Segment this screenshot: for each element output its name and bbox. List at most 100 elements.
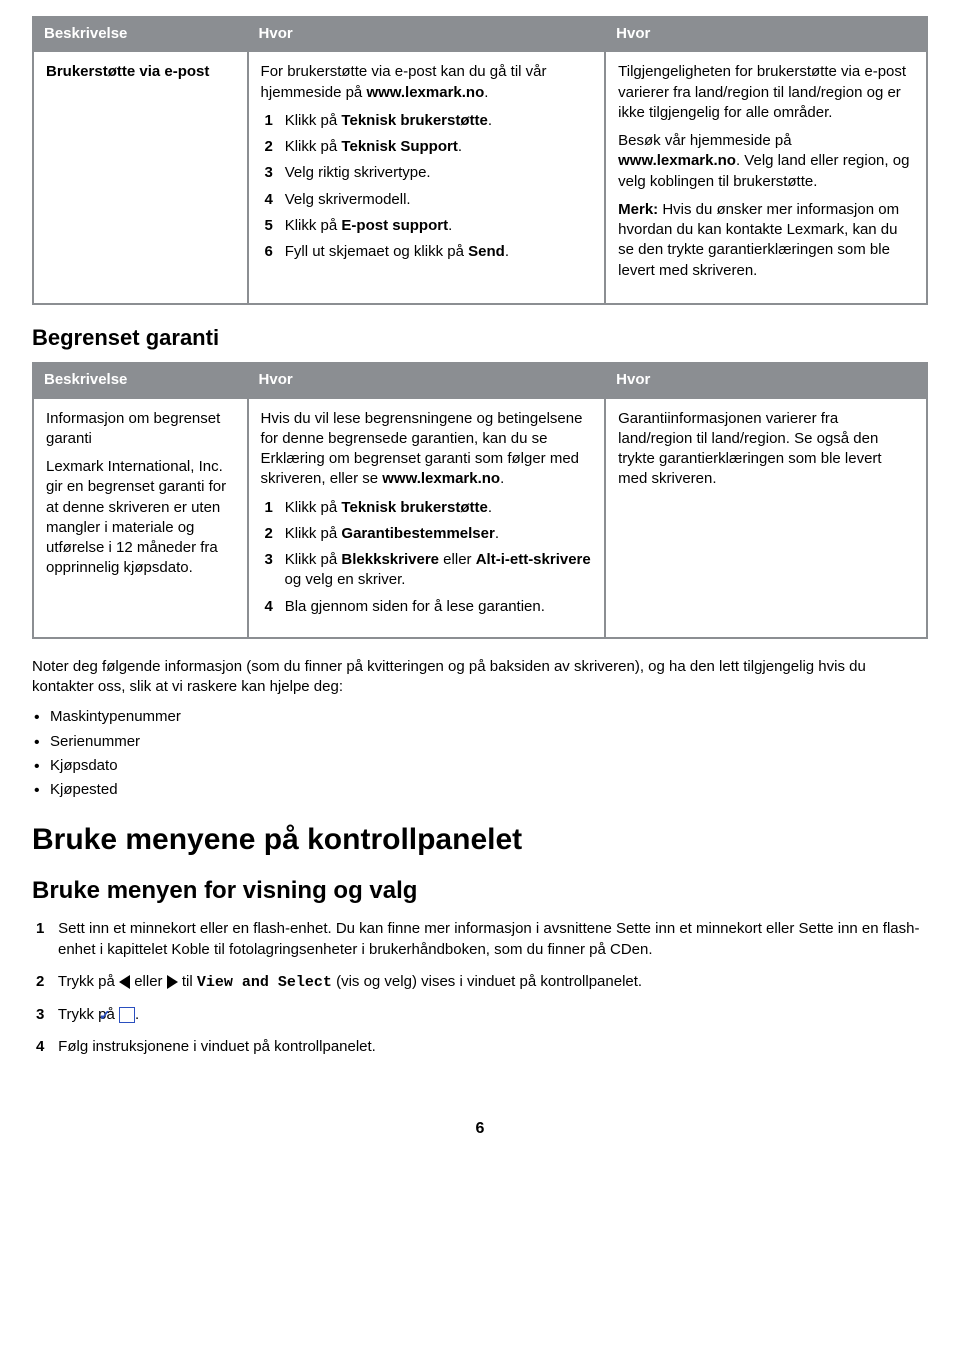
site-url: www.lexmark.no [382,470,500,487]
list-item: 3 Velg riktig skrivertype. [265,163,593,183]
text: (vis og velg) vises i vinduet på kontrol… [332,973,642,990]
step-num: 2 [265,524,281,544]
text: . [500,470,504,487]
step-num: 3 [36,1005,54,1025]
text: Følg instruksjonene i vinduet på kontrol… [58,1038,376,1055]
th-beskrivelse: Beskrivelse [33,363,248,397]
right-p2: Besøk vår hjemmeside på www.lexmark.no. … [618,131,914,192]
text: Klikk på [285,112,342,129]
th-beskrivelse: Beskrivelse [33,17,248,51]
text: eller [439,551,476,568]
th-hvor-2: Hvor [605,17,927,51]
step-num: 6 [265,242,281,262]
bullet-item: Serienummer [50,732,928,752]
bold-text: Send [468,243,505,260]
check-icon [119,1007,135,1023]
step-num: 3 [265,163,281,183]
text: Klikk på [285,138,342,155]
arrow-right-icon [167,975,178,989]
warranty-table: Beskrivelse Hvor Hvor Informasjon om beg… [32,362,928,639]
text: Velg riktig skrivertype. [285,164,431,181]
bold-text: Garantibestemmelser [341,525,494,542]
step-num: 4 [265,597,281,617]
bullet-item: Maskintypenummer [50,707,928,727]
note-label: Merk: [618,201,662,218]
step-num: 1 [265,498,281,518]
desc-label: Brukerstøtte via e-post [46,63,209,80]
text: Klikk på [285,499,342,516]
step-num: 4 [36,1037,54,1057]
text: Sett inn et minnekort eller en flash-enh… [58,920,919,957]
text: . [505,243,509,260]
text: . [484,84,488,101]
text: Fyll ut skjemaet og klikk på [285,243,468,260]
bold-text: Teknisk Support [341,138,457,155]
list-item: 6 Fyll ut skjemaet og klikk på Send. [265,242,593,262]
text: . [488,112,492,129]
table-row: Informasjon om begrenset garanti Lexmark… [33,398,927,638]
step-num: 2 [36,972,54,992]
th-hvor-1: Hvor [248,363,606,397]
bullet-item: Kjøpsdato [50,756,928,776]
page-number: 6 [32,1118,928,1140]
text: Bla gjennom siden for å lese garantien. [285,598,545,615]
mid-intro: For brukerstøtte via e-post kan du gå ti… [261,62,593,103]
steps-list: 1 Klikk på Teknisk brukerstøtte. 2 Klikk… [261,498,593,617]
note-paragraph: Noter deg følgende informasjon (som du f… [32,657,928,698]
step-num: 1 [36,919,54,939]
support-table: Beskrivelse Hvor Hvor Brukerstøtte via e… [32,16,928,305]
step-item: 3 Trykk på . [36,1005,928,1025]
mid-intro: Hvis du vil lese begrensningene og betin… [261,409,593,490]
table-row: Brukerstøtte via e-post For brukerstøtte… [33,51,927,304]
desc-p1: Informasjon om begrenset garanti [46,409,235,450]
step-num: 2 [265,137,281,157]
steps-list: 1 Klikk på Teknisk brukerstøtte. 2 Klikk… [261,111,593,263]
step-num: 3 [265,550,281,570]
list-item: 2 Klikk på Garantibestemmelser. [265,524,593,544]
bold-text: Alt-i-ett-skrivere [476,551,591,568]
right-text: Garantiinformasjonen varierer fra land/r… [618,409,914,490]
list-item: 4 Bla gjennom siden for å lese garantien… [265,597,593,617]
section-heading-garanti: Begrenset garanti [32,323,928,353]
main-steps: 1 Sett inn et minnekort eller en flash-e… [32,919,928,1057]
info-bullets: Maskintypenummer Serienummer Kjøpsdato K… [32,707,928,800]
step-num: 1 [265,111,281,131]
th-hvor-1: Hvor [248,17,606,51]
list-item: 4 Velg skrivermodell. [265,190,593,210]
text: Klikk på [285,551,342,568]
bullet-item: Kjøpested [50,780,928,800]
text: til [178,973,197,990]
text: . [488,499,492,516]
page-title: Bruke menyene på kontrollpanelet [32,820,928,861]
list-item: 1 Klikk på Teknisk brukerstøtte. [265,111,593,131]
list-item: 1 Klikk på Teknisk brukerstøtte. [265,498,593,518]
text: . [495,525,499,542]
text: Klikk på [285,525,342,542]
text: eller [130,973,167,990]
list-item: 2 Klikk på Teknisk Support. [265,137,593,157]
th-hvor-2: Hvor [605,363,927,397]
bold-text: E-post support [341,217,448,234]
site-url: www.lexmark.no [366,84,484,101]
text: . [135,1006,139,1023]
step-item: 2 Trykk på eller til View and Select (vi… [36,972,928,993]
text: og velg en skriver. [285,571,406,588]
step-item: 1 Sett inn et minnekort eller en flash-e… [36,919,928,960]
text: Besøk vår hjemmeside på [618,132,791,149]
step-num: 5 [265,216,281,236]
arrow-left-icon [119,975,130,989]
desc-p2: Lexmark International, Inc. gir en begre… [46,457,235,579]
subsection-heading: Bruke menyen for visning og valg [32,875,928,907]
list-item: 5 Klikk på E-post support. [265,216,593,236]
text: Trykk på [58,973,119,990]
text: Klikk på [285,217,342,234]
text: Velg skrivermodell. [285,191,411,208]
step-item: 4 Følg instruksjonene i vinduet på kontr… [36,1037,928,1057]
menu-code: View and Select [197,974,332,991]
right-p1: Tilgjengeligheten for brukerstøtte via e… [618,62,914,123]
bold-text: Teknisk brukerstøtte [341,112,487,129]
step-num: 4 [265,190,281,210]
bold-text: Teknisk brukerstøtte [341,499,487,516]
text: . [458,138,462,155]
list-item: 3 Klikk på Blekkskrivere eller Alt-i-ett… [265,550,593,591]
